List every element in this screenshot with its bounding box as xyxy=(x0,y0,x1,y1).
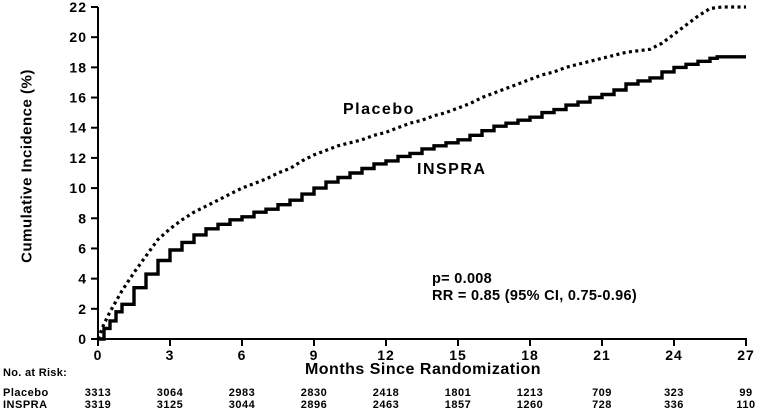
placebo-curve-label: Placebo xyxy=(343,101,415,118)
y-tick-label: 16 xyxy=(69,90,87,106)
y-tick-label: 4 xyxy=(78,271,87,287)
at-risk-header: No. at Risk: xyxy=(3,367,68,379)
y-tick-label: 8 xyxy=(78,210,87,226)
inspra-curve-label: INSPRA xyxy=(417,161,487,178)
x-tick-label: 15 xyxy=(449,347,467,363)
x-tick-label: 12 xyxy=(377,347,395,363)
y-tick-label: 20 xyxy=(69,29,87,45)
x-tick-label: 9 xyxy=(310,347,319,363)
series-curve-inspra xyxy=(98,55,746,341)
x-tick-label: 27 xyxy=(737,347,755,363)
y-tick-label: 12 xyxy=(69,150,87,166)
y-tick-label: 0 xyxy=(78,331,87,347)
y-tick-label: 10 xyxy=(69,180,87,196)
y-tick-label: 14 xyxy=(69,120,87,136)
series-curve-placebo xyxy=(96,5,746,340)
x-axis-title: Months Since Randomization xyxy=(304,361,542,378)
x-tick-label: 24 xyxy=(665,347,683,363)
y-axis-title: Cumulative Incidence (%) xyxy=(18,69,36,263)
x-tick-label: 21 xyxy=(593,347,611,363)
y-tick-label: 22 xyxy=(69,0,87,15)
y-tick-label: 18 xyxy=(69,59,87,75)
y-tick-label: 2 xyxy=(78,301,87,317)
y-tick-label: 6 xyxy=(78,240,87,256)
x-tick-label: 0 xyxy=(94,347,103,363)
relative-risk-text: RR = 0.85 (95% CI, 0.75-0.96) xyxy=(432,288,637,304)
x-tick-label: 3 xyxy=(166,347,175,363)
p-value-text: p= 0.008 xyxy=(432,271,493,287)
x-tick-label: 6 xyxy=(238,347,247,363)
x-tick-label: 18 xyxy=(521,347,539,363)
stats-annotation: p= 0.008 RR = 0.85 (95% CI, 0.75-0.96) xyxy=(432,271,637,305)
